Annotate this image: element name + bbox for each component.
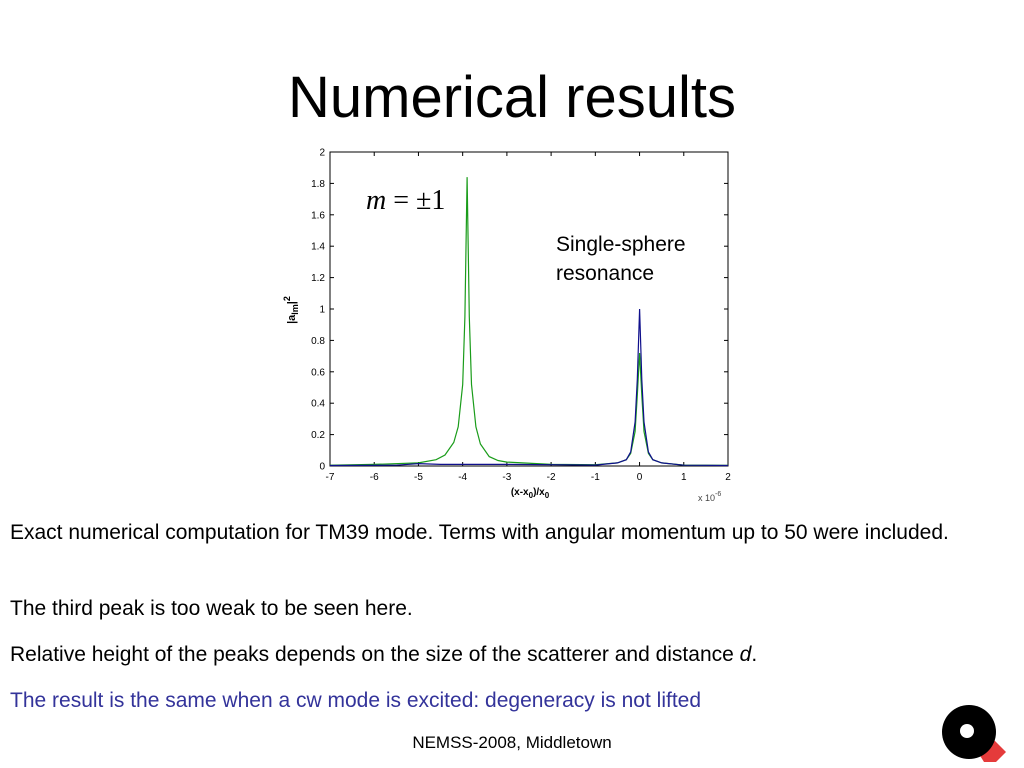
y-tick-label: 0.6 (311, 367, 325, 378)
resonance-chart: 0 0.2 0.4 0.6 0.8 1 1.2 1.4 1.6 1.8 2 -7 -6 -5 -4 -3 -2… (282, 148, 731, 504)
x-tick-label: -6 (370, 472, 379, 483)
series-line-1 (329, 177, 729, 466)
x-tick-label: 1 (681, 472, 687, 483)
y-tick-label: 1.6 (311, 210, 325, 221)
y-axis: 0 0.2 0.4 0.6 0.8 1 1.2 1.4 1.6 1.8 2 (311, 148, 728, 473)
paragraph-cw-mode: The result is the same when a cw mode is… (10, 689, 702, 712)
x-multiplier-base: x 10 (698, 493, 715, 503)
logo-dot (960, 724, 974, 738)
relative-height-period: . (751, 643, 758, 666)
x-label-subscript-1: 0 (529, 491, 534, 500)
resonance-line-1: Single-sphere (556, 233, 686, 256)
x-tick-label: 2 (725, 472, 731, 483)
x-tick-label: -4 (458, 472, 467, 483)
x-multiplier: x 10-6 (698, 491, 721, 503)
y-tick-label: 1.4 (311, 242, 325, 253)
y-tick-label: 0 (319, 462, 325, 473)
institution-logo-icon (942, 705, 1006, 762)
plot-area (329, 151, 729, 467)
x-label-part-3: )/x (533, 487, 545, 498)
paragraph-third-peak: The third peak is too weak to be seen he… (10, 597, 413, 620)
footer-text: NEMSS-2008, Middletown (412, 733, 612, 752)
resonance-line-2: resonance (556, 262, 654, 285)
resonance-annotation: Single-sphere resonance (556, 233, 691, 285)
y-tick-label: 0.4 (311, 399, 325, 410)
x-multiplier-exponent: -6 (715, 491, 721, 498)
distance-d: d (739, 643, 752, 666)
y-tick-label: 2 (319, 148, 325, 159)
x-tick-label: -2 (547, 472, 556, 483)
x-label-part-1: (x-x (511, 487, 529, 498)
x-tick-label: -5 (414, 472, 423, 483)
x-axis: -7 -6 -5 -4 -3 -2 -1 0 1 2 (326, 152, 731, 483)
slide-title: Numerical results (288, 65, 736, 130)
x-tick-label: -7 (326, 472, 335, 483)
x-tick-label: 0 (637, 472, 643, 483)
y-tick-label: 1.8 (311, 179, 325, 190)
y-label-subscript: lm (290, 304, 300, 315)
m-symbol: m (366, 185, 386, 216)
series-layer (329, 177, 729, 467)
y-tick-label: 0.8 (311, 336, 325, 347)
y-axis-label: |alm|2 (282, 296, 300, 324)
m-value: = ±1 (386, 185, 445, 216)
y-tick-label: 0.2 (311, 430, 325, 441)
y-label-superscript: 2 (282, 296, 292, 301)
x-tick-label: -3 (502, 472, 511, 483)
m-annotation: m = ±1 (366, 185, 445, 216)
y-label-part-1: |a (286, 314, 298, 324)
x-axis-label: (x-x0)/x0 (511, 487, 550, 500)
paragraph-relative-height: Relative height of the peaks depends on … (10, 640, 1010, 670)
x-label-subscript-2: 0 (545, 491, 550, 500)
series-line-2 (329, 308, 729, 467)
paragraph-tm39: Exact numerical computation for TM39 mod… (10, 521, 949, 544)
y-label-part-3: | (286, 301, 298, 304)
y-tick-label: 1 (319, 305, 325, 316)
y-tick-label: 1.2 (311, 273, 325, 284)
relative-height-text: Relative height of the peaks depends on … (10, 643, 734, 666)
x-tick-label: -1 (591, 472, 600, 483)
